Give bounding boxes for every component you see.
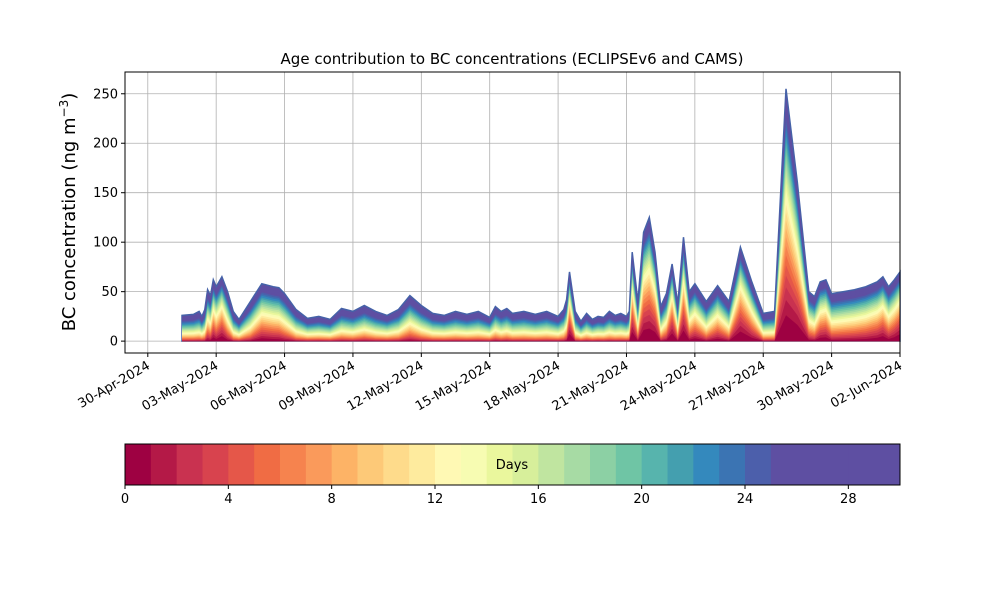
x-tick-label: 15-May-2024	[413, 358, 495, 414]
colorbar-cell	[409, 444, 436, 485]
colorbar-tick-label: 24	[737, 492, 754, 507]
colorbar-cell	[615, 444, 643, 485]
colorbar-cell	[693, 444, 720, 485]
age-band-1-days	[182, 300, 900, 342]
colorbar-cell	[383, 444, 410, 485]
x-tick-label: 27-May-2024	[687, 358, 769, 414]
y-axis-ticks: 0 50 100 150 200 250	[93, 87, 125, 350]
colorbar-cell	[435, 444, 462, 485]
colorbar-cell	[770, 444, 798, 485]
colorbar-cell	[538, 444, 565, 485]
colorbar: Days 0 4 8 12 16 20 24 28	[121, 443, 901, 507]
colorbar-cell	[512, 444, 539, 485]
colorbar-cell	[719, 444, 746, 485]
x-tick-label: 18-May-2024	[481, 358, 563, 414]
y-tick-label: 150	[93, 186, 118, 201]
colorbar-cell	[486, 444, 513, 485]
chart-title: Age contribution to BC concentrations (E…	[281, 50, 744, 68]
colorbar-cell	[564, 444, 591, 485]
colorbar-cells	[125, 444, 901, 485]
colorbar-cell	[874, 444, 901, 485]
y-tick-label: 250	[93, 87, 118, 102]
colorbar-cell	[305, 444, 333, 485]
colorbar-cell	[745, 444, 772, 485]
colorbar-cell	[228, 444, 255, 485]
x-tick-label: 02-Jun-2024	[828, 358, 905, 411]
colorbar-cell	[822, 444, 849, 485]
colorbar-cell	[125, 444, 152, 485]
colorbar-tick-label: 12	[427, 492, 444, 507]
x-tick-label: 21-May-2024	[550, 358, 632, 414]
colorbar-tick-label: 0	[121, 492, 129, 507]
y-axis-label: BC concentration (ng m−3)	[57, 93, 80, 332]
age-band-0-days	[182, 315, 900, 342]
x-axis-ticks: 30-Apr-202403-May-202406-May-202409-May-…	[76, 353, 905, 414]
plot-frame	[124, 71, 901, 354]
colorbar-cell	[150, 444, 178, 485]
x-tick-label: 30-May-2024	[755, 358, 837, 414]
y-tick-label: 0	[110, 335, 118, 350]
colorbar-tick-label: 8	[328, 492, 336, 507]
colorbar-cell	[176, 444, 203, 485]
age-band-2-days	[182, 287, 900, 342]
y-tick-label: 200	[93, 137, 118, 152]
colorbar-ticks: 0 4 8 12 16 20 24 28	[121, 485, 857, 507]
colorbar-cell	[796, 444, 823, 485]
colorbar-tick-label: 28	[840, 492, 857, 507]
colorbar-cell	[460, 444, 488, 485]
colorbar-cell	[202, 444, 229, 485]
x-tick-label: 06-May-2024	[208, 358, 290, 414]
y-tick-label: 100	[93, 236, 118, 251]
colorbar-cell	[641, 444, 668, 485]
colorbar-cell	[357, 444, 384, 485]
y-tick-label: 50	[101, 285, 118, 300]
y-axis-label-main: BC concentration (ng m	[59, 117, 80, 331]
age-bands	[181, 88, 901, 342]
colorbar-cell	[280, 444, 307, 485]
y-axis-label-sup: −3	[57, 100, 71, 118]
colorbar-label: Days	[496, 458, 529, 473]
y-axis-label-close: )	[59, 93, 80, 100]
colorbar-cell	[590, 444, 617, 485]
x-tick-label: 03-May-2024	[139, 358, 221, 414]
colorbar-frame	[124, 443, 901, 486]
x-tick-label: 12-May-2024	[345, 358, 427, 414]
x-tick-label: 24-May-2024	[618, 358, 700, 414]
plot-area: 0 50 100 150 200 250 30-Apr-202403-May-202406…	[76, 71, 905, 414]
x-tick-label: 09-May-2024	[276, 358, 358, 414]
colorbar-cell	[331, 444, 358, 485]
colorbar-cell	[254, 444, 281, 485]
colorbar-tick-label: 16	[530, 492, 547, 507]
colorbar-cell	[848, 444, 875, 485]
colorbar-tick-label: 4	[224, 492, 232, 507]
colorbar-tick-label: 20	[633, 492, 650, 507]
colorbar-cell	[667, 444, 694, 485]
